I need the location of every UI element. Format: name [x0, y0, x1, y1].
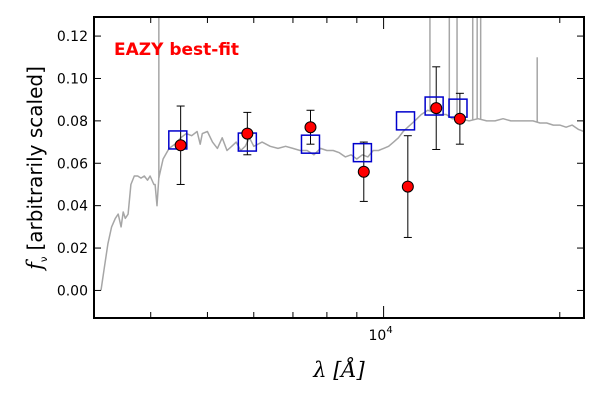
model-box-5 [424, 96, 444, 116]
y-tick-label: 0.00 [57, 283, 88, 299]
model-box-2 [300, 134, 321, 154]
model-box-4 [395, 111, 416, 131]
observed-point-0 [174, 139, 187, 152]
y-axis-title: fν [arbitrarily scaled] [23, 66, 50, 272]
y-tick-label: 0.02 [57, 241, 88, 257]
observed-point-6 [453, 112, 466, 125]
x-tick-label: 104 [369, 325, 393, 344]
observed-point-1 [241, 127, 254, 140]
svg-text:λ [Å]: λ [Å] [312, 357, 365, 382]
observed-photometry-markers [174, 102, 466, 193]
model-spectrum-line [100, 109, 584, 291]
model-box-3 [352, 142, 373, 163]
observed-point-2 [304, 121, 317, 134]
y-axis-symbol-subscript: ν [39, 256, 50, 262]
x-axis-title: λ [Å] [312, 357, 365, 382]
plot-background [94, 17, 584, 318]
x-axis-ticks: 104 [150, 17, 561, 344]
y-tick-label: 0.12 [57, 29, 88, 45]
y-tick-label: 0.10 [57, 71, 88, 87]
observed-point-4 [401, 180, 414, 193]
observed-point-5 [430, 102, 443, 115]
y-axis-ticks: 0.00 0.02 0.04 0.06 0.08 0.10 0.12 [57, 29, 584, 299]
plot-frame [93, 16, 585, 319]
y-tick-label: 0.04 [57, 199, 88, 215]
svg-text:fν[arbitrarily scaled]: fν [arbitrarily scaled] [23, 66, 50, 272]
y-axis-label: [arbitrarily scaled] [23, 66, 47, 250]
y-tick-label: 0.08 [57, 114, 88, 130]
y-tick-label: 0.06 [57, 156, 88, 172]
y-axis-symbol: f [23, 259, 47, 272]
observed-point-3 [357, 165, 370, 178]
annotation-label: EAZY best-fit [114, 40, 239, 60]
